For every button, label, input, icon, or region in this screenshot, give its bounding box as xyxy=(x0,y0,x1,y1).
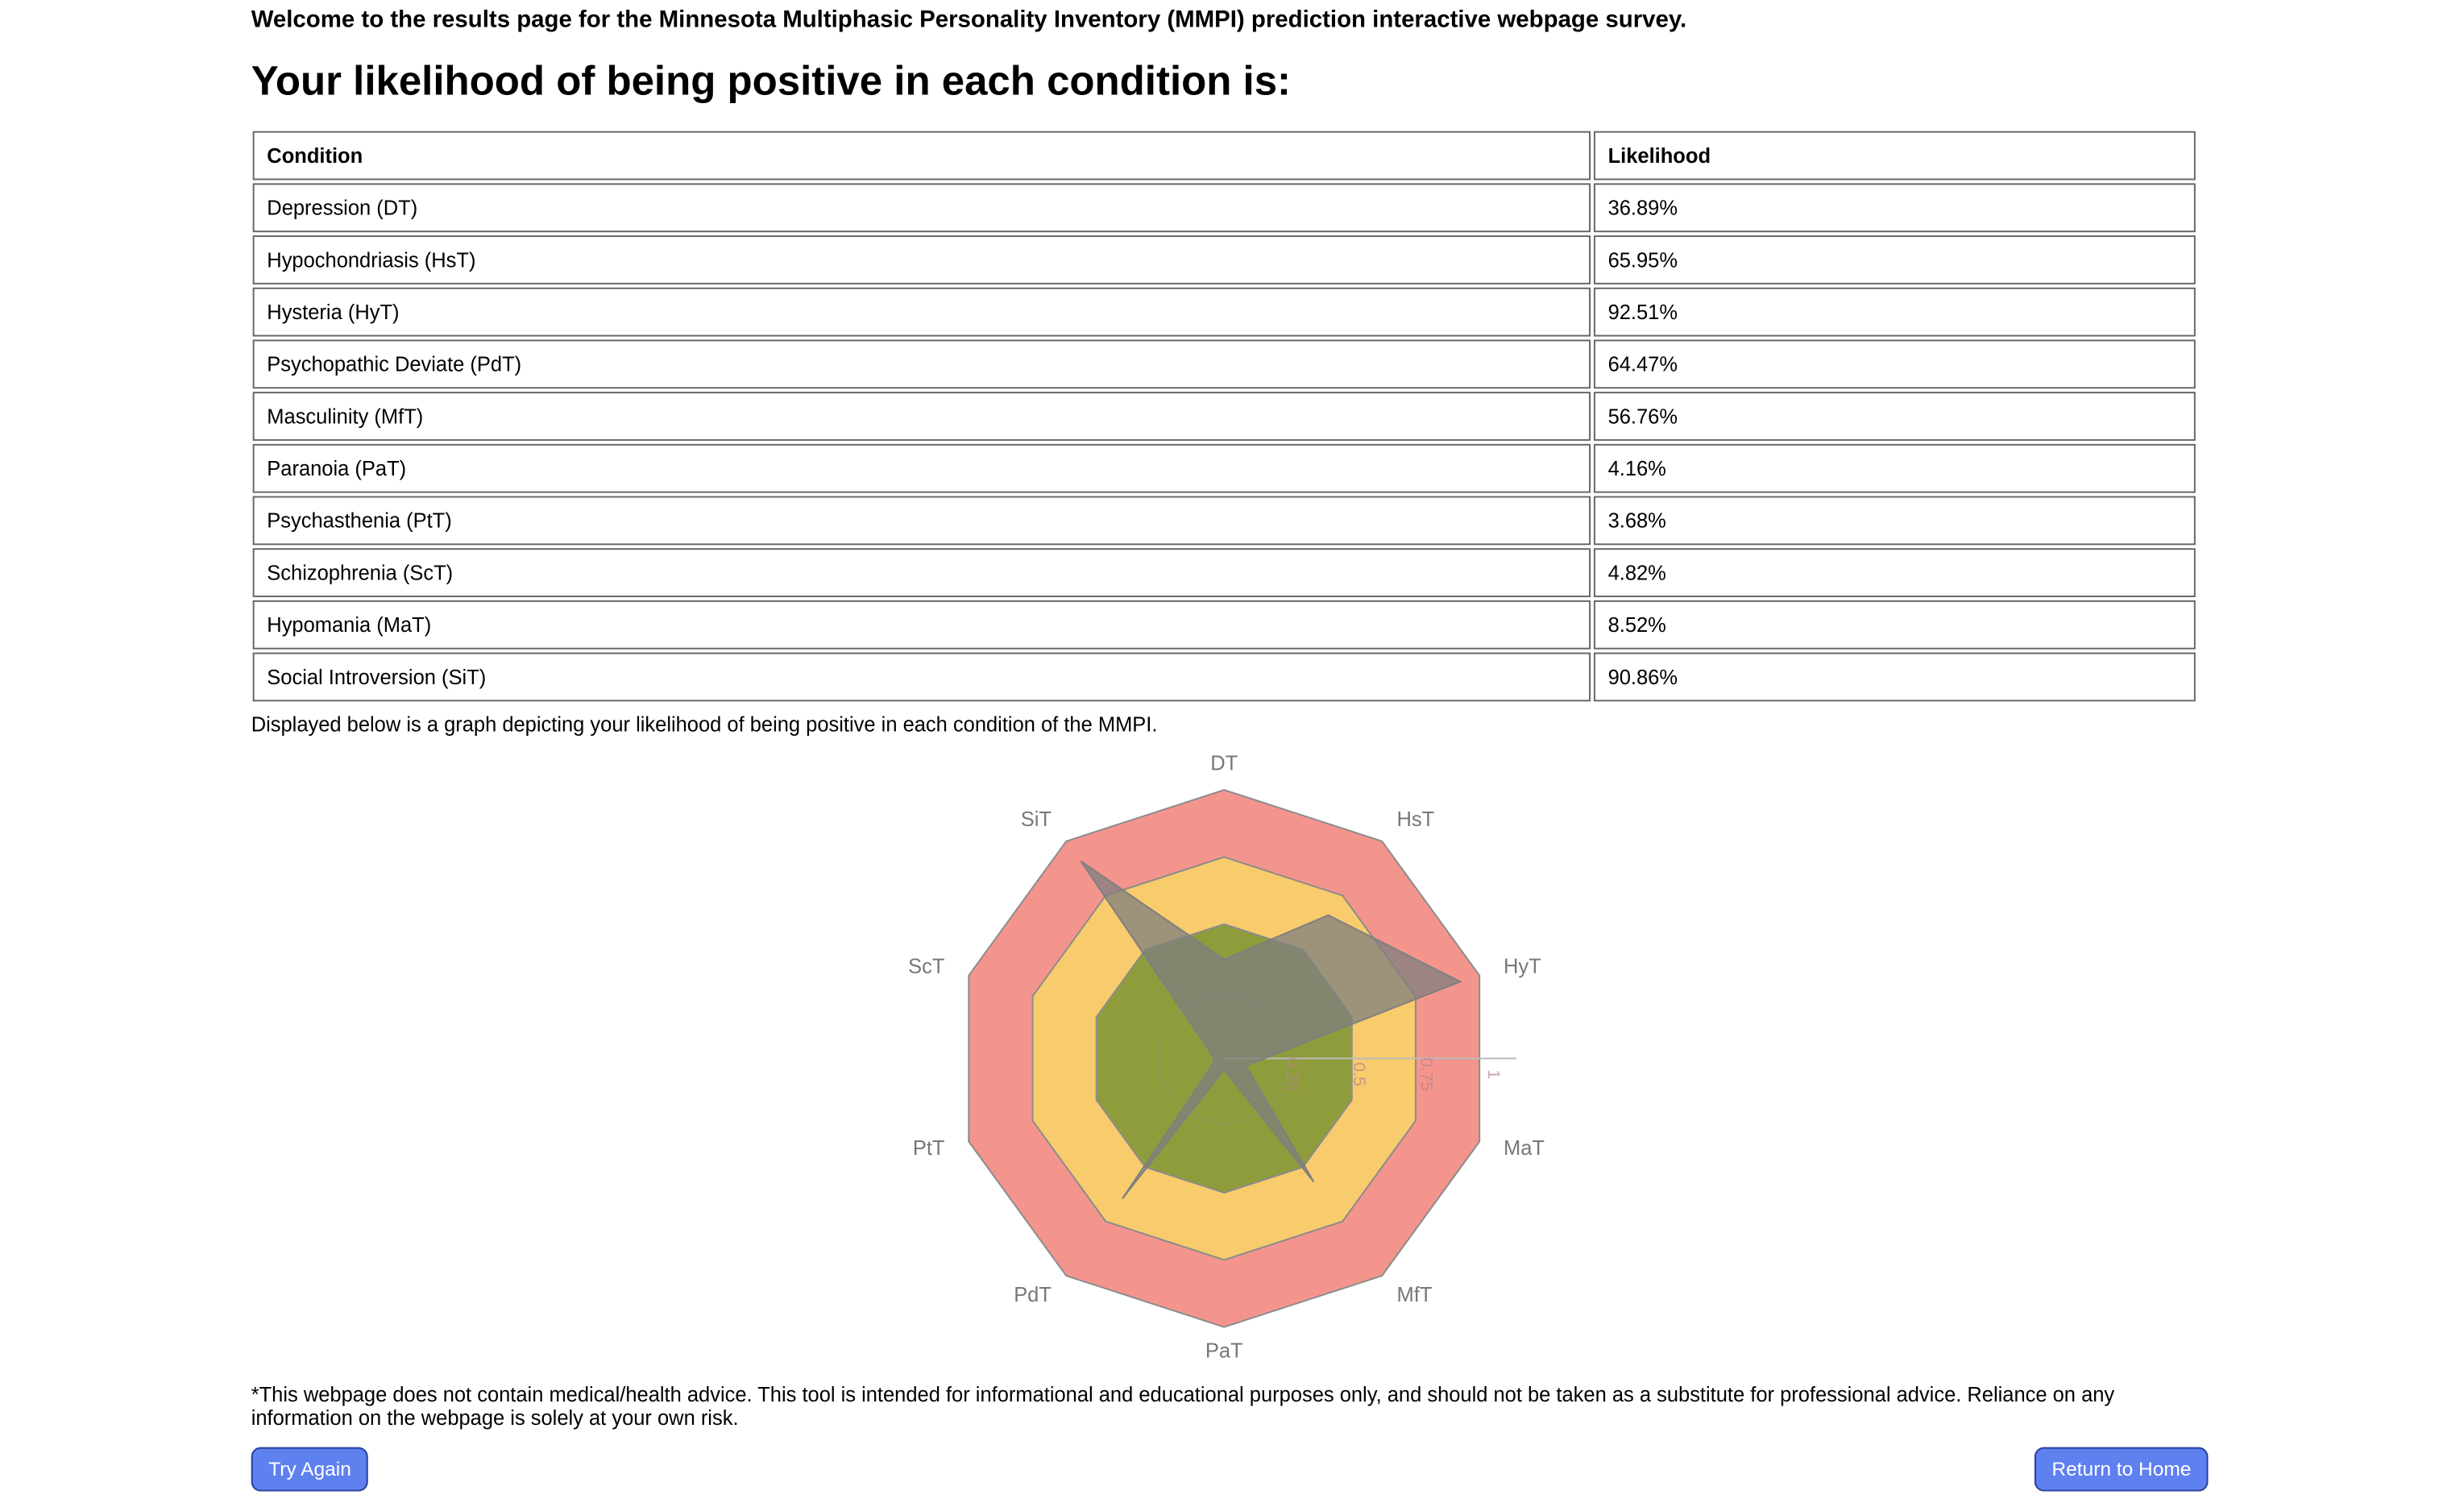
condition-cell: Psychasthenia (PtT) xyxy=(252,496,1591,546)
axis-label: PdT xyxy=(1014,1284,1052,1306)
condition-cell: Psychopathic Deviate (PdT) xyxy=(252,339,1591,389)
condition-cell: Hysteria (HyT) xyxy=(252,287,1591,337)
radial-tick-label: 0.25 xyxy=(1283,1057,1303,1091)
condition-cell: Social Introversion (SiT) xyxy=(252,652,1591,702)
table-row: Depression (DT) 36.89% xyxy=(252,183,2196,233)
axis-label: HyT xyxy=(1504,955,1541,978)
likelihood-cell: 8.52% xyxy=(1593,600,2196,650)
caption: Displayed below is a graph depicting you… xyxy=(251,712,1158,737)
header-row: Condition Likelihood xyxy=(252,131,2196,181)
intro: Welcome to the results page for the Minn… xyxy=(251,6,1687,34)
likelihood-cell: 65.95% xyxy=(1593,235,2196,284)
disclaimer: *This webpage does not contain medical/h… xyxy=(251,1382,2115,1430)
axis-label: PaT xyxy=(1205,1340,1243,1359)
return-home-button[interactable]: Return to Home xyxy=(2034,1447,2209,1492)
likelihood-cell: 56.76% xyxy=(1593,392,2196,441)
table-row: Hypomania (MaT) 8.52% xyxy=(252,600,2196,650)
table-row: Psychasthenia (PtT) 3.68% xyxy=(252,496,2196,546)
axis-label: DT xyxy=(1210,753,1238,775)
axis-label: SiT xyxy=(1021,808,1052,831)
table-row: Masculinity (MfT) 56.76% xyxy=(252,392,2196,441)
likelihood-cell: 90.86% xyxy=(1593,652,2196,702)
radial-tick-label: 0.5 xyxy=(1350,1062,1370,1086)
radar-chart: 0.25 0.5 0.75 1 DT HsT HyT MaT MfT PaT PdT PtT ScT Si… xyxy=(908,753,1545,1359)
likelihood-cell: 3.68% xyxy=(1593,496,2196,546)
table-row: Hypochondriasis (HsT) 65.95% xyxy=(252,235,2196,284)
column-header: Condition xyxy=(252,131,1591,181)
condition-cell: Masculinity (MfT) xyxy=(252,392,1591,441)
radial-tick-label: 0.75 xyxy=(1417,1057,1437,1091)
condition-cell: Paranoia (PaT) xyxy=(252,443,1591,493)
likelihood-cell: 36.89% xyxy=(1593,183,2196,233)
table-row: Psychopathic Deviate (PdT) 64.47% xyxy=(252,339,2196,389)
grid-ring xyxy=(968,789,1481,1328)
condition-cell: Schizophrenia (ScT) xyxy=(252,548,1591,597)
axis-label: HsT xyxy=(1397,808,1435,831)
table-row: Paranoia (PaT) 4.16% xyxy=(252,443,2196,493)
column-header: Likelihood xyxy=(1593,131,2196,181)
table-row: Hysteria (HyT) 92.51% xyxy=(252,287,2196,337)
likelihood-cell: 4.16% xyxy=(1593,443,2196,493)
likelihood-cell: 4.82% xyxy=(1593,548,2196,597)
try-again-button[interactable]: Try Again xyxy=(251,1447,369,1492)
condition-cell: Hypochondriasis (HsT) xyxy=(252,235,1591,284)
axis-label: MfT xyxy=(1397,1284,1433,1306)
data-area xyxy=(1080,860,1462,1199)
likelihood-cell: 92.51% xyxy=(1593,287,2196,337)
radial-tick-label: 1 xyxy=(1484,1069,1504,1079)
title: Your likelihood of being positive in eac… xyxy=(251,56,1292,105)
axis-label: MaT xyxy=(1504,1137,1545,1160)
axis-label: PtT xyxy=(913,1137,945,1160)
table-row: Schizophrenia (ScT) 4.82% xyxy=(252,548,2196,597)
condition-cell: Depression (DT) xyxy=(252,183,1591,233)
condition-cell: Hypomania (MaT) xyxy=(252,600,1591,650)
axis-label: ScT xyxy=(908,955,944,978)
table-row: Social Introversion (SiT) 90.86% xyxy=(252,652,2196,702)
likelihood-cell: 64.47% xyxy=(1593,339,2196,389)
results-table: Condition Likelihood Depression (DT) 36.89%… xyxy=(250,128,2199,705)
